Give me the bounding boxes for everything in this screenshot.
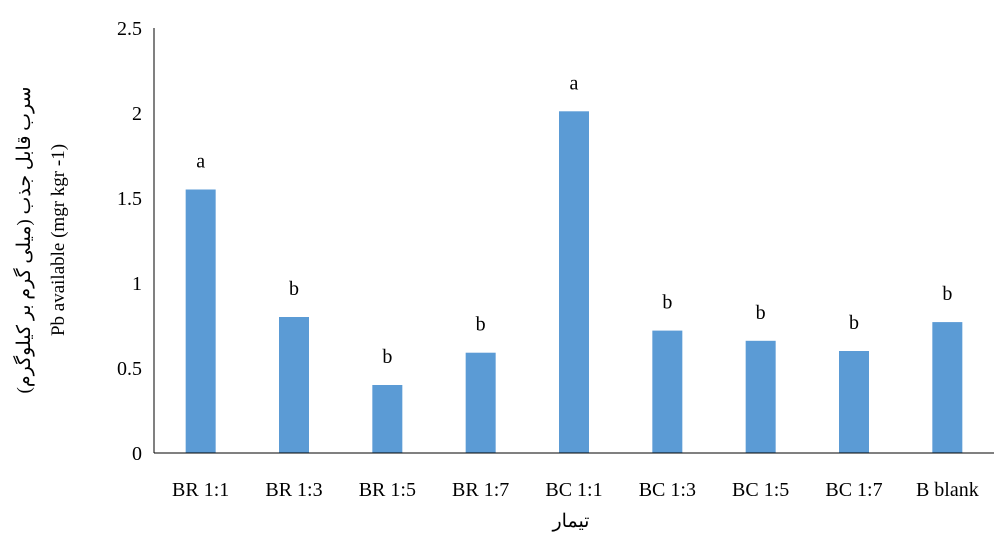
bar xyxy=(652,330,683,453)
significance-label: b xyxy=(756,302,766,324)
y-tick-label: 2 xyxy=(132,103,142,125)
y-tick-label: 0.5 xyxy=(117,358,142,380)
y-axis-title: Pb available (mgr kgr -1) xyxy=(48,144,69,336)
bar xyxy=(559,111,589,454)
bar xyxy=(745,340,776,453)
x-tick-labels: BR 1:1 BR 1:3 BR 1:5 BR 1:7 BC 1:1 BC 1:3 BC 1… xyxy=(172,479,979,501)
significance-label: b xyxy=(382,346,392,368)
bar xyxy=(372,385,403,453)
significance-label: a xyxy=(196,151,205,173)
significance-label: a xyxy=(570,72,579,94)
y-axis-title-persian: سرب قابل جذب (میلی گرم بر کیلوگرم) xyxy=(12,87,35,394)
bar xyxy=(465,352,496,453)
x-tick-label: BR 1:3 xyxy=(265,479,322,501)
y-tick-label: 0 xyxy=(132,443,142,465)
significance-label: b xyxy=(289,278,299,300)
y-tick-labels: 0 0.5 1 1.5 2 2.5 xyxy=(117,18,142,465)
bars xyxy=(185,111,963,454)
x-tick-label: BC 1:7 xyxy=(825,479,882,501)
x-tick-label: BC 1:3 xyxy=(639,479,696,501)
x-axis-title: تیمار xyxy=(552,511,590,532)
x-tick-label: BC 1:1 xyxy=(545,479,602,501)
significance-label: b xyxy=(662,292,672,314)
significance-label: b xyxy=(849,312,859,334)
x-tick-label: B blank xyxy=(916,479,979,501)
bar xyxy=(279,317,309,453)
y-tick-label: 2.5 xyxy=(117,18,142,40)
significance-label: b xyxy=(476,314,486,336)
y-tick-label: 1 xyxy=(132,273,142,295)
x-tick-label: BR 1:7 xyxy=(452,479,509,501)
x-tick-label: BC 1:5 xyxy=(732,479,789,501)
bar xyxy=(839,351,869,453)
bar xyxy=(932,322,963,453)
x-tick-label: BR 1:5 xyxy=(359,479,416,501)
significance-label: b xyxy=(942,283,952,305)
x-tick-label: BR 1:1 xyxy=(172,479,229,501)
significance-labels: a b b b a b b b b xyxy=(196,72,952,368)
bar xyxy=(185,189,216,453)
y-tick-label: 1.5 xyxy=(117,188,142,210)
